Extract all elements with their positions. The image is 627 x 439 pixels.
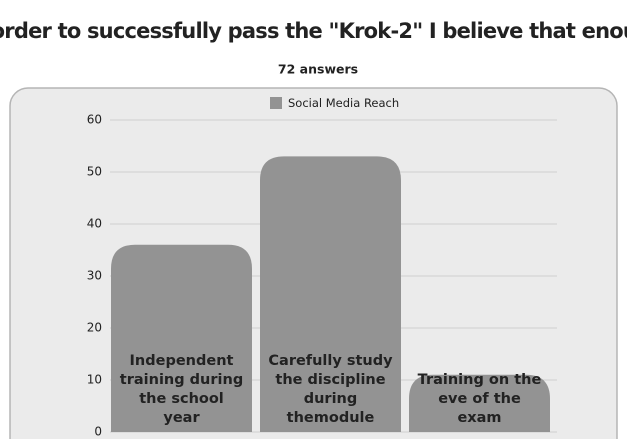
- bar: [111, 244, 252, 432]
- y-tick-label: 50: [87, 165, 102, 179]
- category-label: Carefully study the discipline during th…: [268, 353, 393, 426]
- y-tick-label: 30: [87, 269, 102, 283]
- y-tick-label: 0: [94, 425, 102, 439]
- chart-subtitle: 72 answers: [278, 62, 358, 77]
- y-tick-label: 40: [87, 217, 102, 231]
- category-label: Independent training during the school y…: [119, 353, 244, 426]
- legend-swatch: [270, 97, 282, 109]
- category-label: Training on the eve of the exam: [417, 372, 542, 426]
- y-tick-label: 20: [87, 321, 102, 335]
- chart-title: In order to successfully pass the "Krok-…: [0, 19, 627, 43]
- bar: [409, 374, 550, 432]
- y-tick-label: 10: [87, 373, 102, 387]
- bar: [260, 156, 401, 432]
- legend-label: Social Media Reach: [288, 96, 399, 110]
- y-tick-label: 60: [87, 113, 102, 127]
